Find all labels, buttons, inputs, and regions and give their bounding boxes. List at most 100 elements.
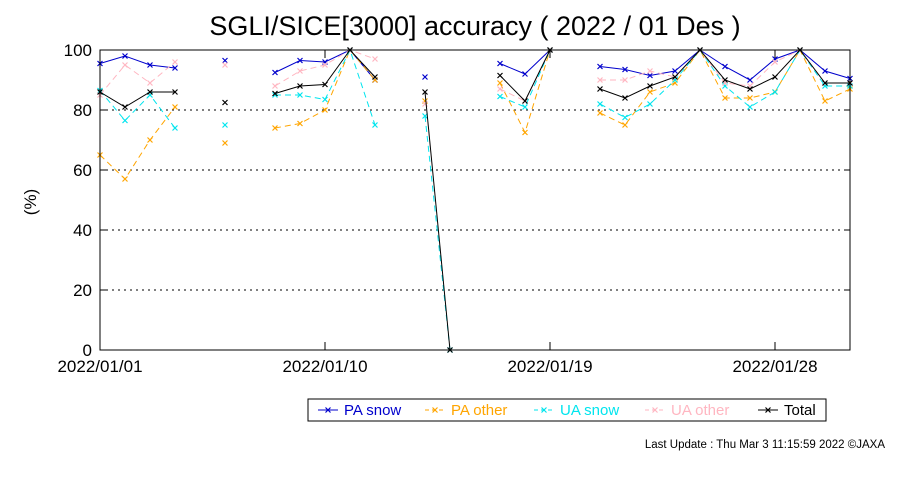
legend-marker xyxy=(765,407,771,413)
series-total xyxy=(97,47,853,353)
series-line xyxy=(599,48,851,126)
data-point xyxy=(822,68,828,74)
data-point xyxy=(497,72,503,79)
y-axis-label: (%) xyxy=(21,189,40,215)
data-point xyxy=(647,68,653,74)
legend-label: UA other xyxy=(671,402,729,419)
data-point xyxy=(272,83,278,89)
data-point xyxy=(647,83,653,89)
plot-frame xyxy=(99,49,851,351)
data-point xyxy=(647,101,653,107)
data-point xyxy=(222,140,228,146)
y-tick-label: 20 xyxy=(73,281,92,300)
data-point xyxy=(122,62,128,68)
legend: PA snow PA other UA snow UA other Total xyxy=(318,402,816,419)
data-point xyxy=(497,60,503,67)
y-tick-label: 80 xyxy=(73,101,92,120)
series-line xyxy=(599,49,851,81)
data-point xyxy=(622,77,628,83)
data-point xyxy=(647,72,653,79)
series-line xyxy=(499,49,551,134)
y-tick-label: 0 xyxy=(83,341,92,360)
data-point xyxy=(522,98,528,104)
series-line xyxy=(99,61,176,96)
data-point xyxy=(322,107,328,113)
series-layer xyxy=(97,47,853,353)
data-point xyxy=(222,57,228,64)
data-point xyxy=(172,65,178,71)
data-point xyxy=(322,96,328,103)
series-line xyxy=(99,106,176,180)
data-point xyxy=(222,62,228,68)
x-tick-label: 2022/01/19 xyxy=(507,357,592,376)
legend-box xyxy=(307,398,827,422)
data-point xyxy=(772,74,778,80)
data-point xyxy=(122,117,128,124)
legend-marker xyxy=(541,407,547,413)
data-point xyxy=(372,56,378,62)
data-point xyxy=(172,59,178,65)
data-point xyxy=(747,104,753,110)
data-point xyxy=(322,62,328,68)
legend-marker xyxy=(432,407,438,413)
data-point xyxy=(622,66,628,73)
legend-item-ua-other: UA other xyxy=(645,402,729,419)
data-point xyxy=(422,89,428,95)
data-point xyxy=(522,129,528,136)
data-point xyxy=(147,62,153,68)
series-line xyxy=(424,91,451,351)
y-tick-label: 60 xyxy=(73,161,92,180)
data-point xyxy=(222,99,228,106)
data-point xyxy=(372,122,378,128)
data-point xyxy=(772,89,778,95)
series-line xyxy=(499,49,551,75)
series-line xyxy=(99,90,176,129)
legend-label: PA other xyxy=(451,402,507,419)
data-point xyxy=(147,89,153,95)
data-point xyxy=(597,101,603,107)
series-line xyxy=(599,49,850,99)
grid-lines xyxy=(100,109,850,291)
legend-item-total: Total xyxy=(758,402,816,419)
y-axis: 0 20 40 60 80 100 xyxy=(64,41,850,360)
legend-marker xyxy=(325,407,331,413)
data-point xyxy=(422,74,428,80)
data-point xyxy=(297,57,303,64)
series-line xyxy=(99,55,176,69)
data-point xyxy=(747,77,753,83)
data-point xyxy=(172,125,178,131)
data-point xyxy=(672,74,678,80)
data-point xyxy=(597,77,603,83)
data-point xyxy=(722,77,728,83)
data-point xyxy=(497,80,503,86)
data-point xyxy=(322,81,328,88)
data-point xyxy=(522,104,528,110)
data-point xyxy=(597,86,603,92)
data-point xyxy=(822,98,828,104)
data-point xyxy=(747,86,753,92)
data-point xyxy=(297,120,303,127)
data-point xyxy=(172,104,178,110)
x-tick-label: 2022/01/01 xyxy=(57,357,142,376)
series-pa-other xyxy=(97,47,853,182)
data-point xyxy=(272,90,278,97)
data-point xyxy=(172,89,178,95)
legend-item-ua-snow: UA snow xyxy=(534,402,619,419)
data-point xyxy=(672,68,678,74)
legend-label: PA snow xyxy=(344,402,401,419)
data-point xyxy=(372,74,378,80)
data-point xyxy=(497,86,503,92)
data-point xyxy=(622,95,628,101)
data-point xyxy=(222,122,228,128)
x-tick-label: 2022/01/28 xyxy=(732,357,817,376)
data-point xyxy=(272,69,278,76)
data-point xyxy=(597,63,603,70)
data-point xyxy=(497,93,503,100)
data-point xyxy=(647,89,653,95)
data-point xyxy=(772,59,778,65)
chart-title: SGLI/SICE[3000] accuracy ( 2022 / 01 Des… xyxy=(209,11,740,41)
series-pa-snow xyxy=(97,47,853,83)
x-tick-label: 2022/01/10 xyxy=(282,357,367,376)
data-point xyxy=(747,95,753,101)
data-point xyxy=(122,104,128,110)
